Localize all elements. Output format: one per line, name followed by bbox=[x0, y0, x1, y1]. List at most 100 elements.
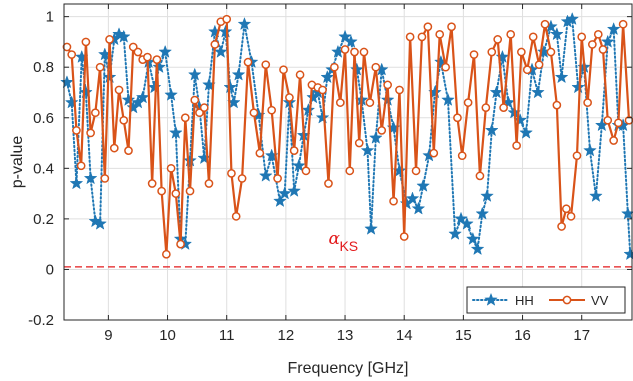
vv-data-point bbox=[429, 148, 439, 158]
hh-data-point bbox=[292, 158, 306, 172]
vv-data-point bbox=[469, 50, 479, 59]
vv-data-point bbox=[534, 60, 544, 70]
hh-data-point bbox=[218, 24, 233, 38]
hh-data-point bbox=[549, 27, 564, 41]
legend: HH VV bbox=[466, 286, 626, 314]
hh-data-point bbox=[64, 95, 79, 109]
vv-data-point bbox=[528, 32, 538, 42]
axes-frame bbox=[63, 3, 633, 321]
x-tick-label: 10 bbox=[159, 327, 176, 344]
hh-data-point bbox=[416, 178, 431, 192]
y-tick-label: -0.2 bbox=[28, 312, 54, 329]
vv-data-point bbox=[522, 65, 532, 75]
vv-data-point bbox=[133, 47, 143, 57]
vv-data-point bbox=[603, 115, 613, 125]
hh-data-point bbox=[360, 143, 375, 157]
vv-data-point bbox=[279, 65, 288, 75]
vv-data-point bbox=[517, 47, 526, 57]
series-line-vv bbox=[66, 18, 631, 256]
vv-data-point bbox=[493, 35, 503, 44]
legend-circle-marker bbox=[562, 295, 572, 305]
hh-data-point bbox=[69, 176, 84, 190]
vv-data-point bbox=[157, 186, 166, 196]
vv-data-point bbox=[199, 103, 209, 112]
x-tick-label: 9 bbox=[104, 327, 112, 344]
vv-data-point bbox=[143, 52, 152, 62]
hh-data-point bbox=[589, 188, 603, 202]
vv-data-point bbox=[109, 143, 119, 153]
vv-data-point bbox=[76, 161, 86, 171]
vv-data-point bbox=[147, 179, 157, 188]
hh-data-point bbox=[287, 183, 302, 197]
vv-data-point bbox=[237, 174, 247, 183]
series-vv bbox=[62, 14, 633, 259]
vv-data-point bbox=[423, 22, 433, 32]
x-tick-label: 15 bbox=[455, 327, 472, 344]
hh-data-point bbox=[405, 191, 420, 205]
hh-data-point bbox=[583, 143, 597, 157]
hh-data-point bbox=[565, 11, 580, 26]
alpha-subscript: KS bbox=[339, 238, 358, 254]
vv-data-point bbox=[210, 40, 220, 49]
vv-data-point bbox=[285, 93, 294, 102]
hh-data-point bbox=[102, 70, 117, 84]
hh-data-point bbox=[301, 102, 316, 117]
vv-data-point bbox=[557, 222, 566, 231]
hh-data-point bbox=[273, 193, 287, 208]
vv-data-point bbox=[395, 85, 404, 95]
vv-data-point bbox=[447, 22, 456, 32]
hh-data-point bbox=[460, 216, 474, 230]
y-tick-label: 0 bbox=[46, 261, 54, 278]
y-tick-label: 0.2 bbox=[33, 211, 54, 228]
x-tick-label: 11 bbox=[219, 327, 235, 344]
hh-data-point bbox=[623, 247, 633, 261]
vv-data-point bbox=[222, 14, 232, 24]
y-tick-label: 0.4 bbox=[33, 160, 54, 177]
vv-data-point bbox=[487, 47, 497, 57]
x-tick-label: 16 bbox=[514, 327, 531, 344]
vv-data-point bbox=[546, 47, 556, 57]
y-tick-label: 0.8 bbox=[33, 59, 54, 76]
hh-data-point bbox=[197, 150, 212, 165]
vv-data-point bbox=[481, 103, 491, 112]
x-tick-label: 12 bbox=[278, 327, 295, 344]
vv-data-point bbox=[359, 47, 369, 57]
vv-data-point bbox=[618, 19, 628, 29]
hh-data-point bbox=[606, 22, 621, 36]
hh-data-point bbox=[277, 186, 292, 200]
vv-data-point bbox=[577, 32, 587, 42]
vv-data-point bbox=[289, 146, 299, 155]
vv-data-point bbox=[499, 103, 508, 112]
vv-data-point bbox=[81, 37, 91, 47]
vv-data-point bbox=[506, 29, 516, 39]
vv-data-point bbox=[583, 98, 592, 107]
hh-data-point bbox=[152, 59, 167, 74]
vv-data-point bbox=[67, 50, 77, 59]
vv-data-point bbox=[365, 98, 375, 107]
hh-data-point bbox=[121, 92, 136, 106]
hh-data-point bbox=[183, 153, 197, 167]
vv-data-point bbox=[166, 163, 176, 173]
vv-data-point bbox=[335, 98, 345, 107]
hh-data-point bbox=[168, 125, 183, 139]
vv-data-point bbox=[227, 169, 236, 178]
hh-data-point bbox=[475, 206, 490, 220]
vv-data-point bbox=[435, 29, 445, 39]
hh-data-point bbox=[470, 241, 485, 256]
vv-data-point bbox=[354, 138, 364, 148]
vv-data-point bbox=[185, 186, 195, 196]
axis-ticks bbox=[64, 4, 632, 321]
vv-data-point bbox=[389, 196, 398, 206]
tick-labels: 9 10 11 12 13 14 15 16 17 -0.2 0 0.2 0.4 0.6 0.8 1 bbox=[28, 9, 590, 344]
hh-data-point bbox=[495, 49, 510, 63]
hh-data-point bbox=[531, 85, 545, 99]
vv-data-point bbox=[614, 118, 623, 128]
x-tick-label: 17 bbox=[573, 327, 590, 344]
hh-data-point bbox=[320, 70, 335, 84]
hh-data-point bbox=[213, 44, 228, 58]
vv-data-point bbox=[162, 249, 171, 259]
hh-data-point bbox=[411, 201, 426, 215]
hh-data-point bbox=[600, 34, 615, 48]
hh-data-point bbox=[350, 62, 364, 76]
vv-data-point bbox=[377, 126, 387, 135]
